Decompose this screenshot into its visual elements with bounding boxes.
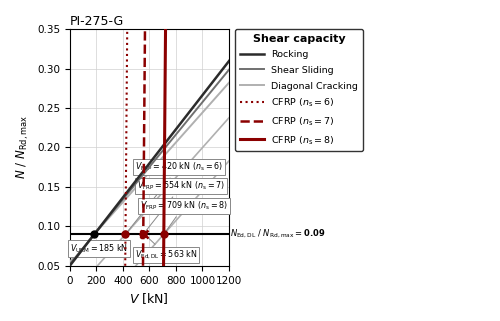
X-axis label: $V$ [kN]: $V$ [kN] (130, 291, 170, 306)
Text: $V_{\mathrm{URM}}=185\ \mathrm{kN}$: $V_{\mathrm{URM}}=185\ \mathrm{kN}$ (70, 237, 128, 255)
Text: $V_{\mathrm{FRP}}=709\ \mathrm{kN}\ (n_{\mathrm{s}}=8)$: $V_{\mathrm{FRP}}=709\ \mathrm{kN}\ (n_{… (140, 200, 228, 232)
Text: PI-275-G: PI-275-G (70, 15, 124, 28)
Y-axis label: $N\ /\ N_{\mathrm{Rd,max}}$: $N\ /\ N_{\mathrm{Rd,max}}$ (15, 116, 32, 179)
Text: $N_{\mathrm{Ed,DL}}\ /\ N_{\mathrm{Rd,max}}=\mathbf{0.09}$: $N_{\mathrm{Ed,DL}}\ /\ N_{\mathrm{Rd,ma… (230, 228, 326, 240)
Text: $V_{\mathrm{FRP}}=554\ \mathrm{kN}\ (n_{\mathrm{s}}=7)$: $V_{\mathrm{FRP}}=554\ \mathrm{kN}\ (n_{… (138, 180, 225, 232)
Legend: Rocking, Shear Sliding, Diagonal Cracking, CFRP ($n_{\mathrm{s}}=6$), CFRP ($n_{: Rocking, Shear Sliding, Diagonal Crackin… (235, 29, 362, 151)
Text: $V_{\mathrm{Ed,DL}}=563\ \mathrm{kN}$: $V_{\mathrm{Ed,DL}}=563\ \mathrm{kN}$ (135, 236, 198, 261)
Text: $V_{\mathrm{FRP}}=420\ \mathrm{kN}\ (n_{\mathrm{s}}=6)$: $V_{\mathrm{FRP}}=420\ \mathrm{kN}\ (n_{… (127, 161, 222, 232)
